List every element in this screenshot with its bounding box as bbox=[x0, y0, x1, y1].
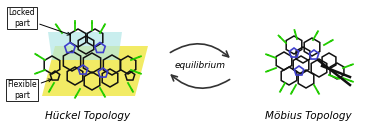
Text: Möbius Topology: Möbius Topology bbox=[265, 111, 351, 121]
Text: Hückel Topology: Hückel Topology bbox=[45, 111, 130, 121]
Text: Locked
part: Locked part bbox=[9, 8, 70, 35]
Polygon shape bbox=[48, 32, 122, 60]
Text: equilibrium: equilibrium bbox=[175, 62, 226, 70]
Text: Flexible
part: Flexible part bbox=[7, 79, 51, 100]
Polygon shape bbox=[42, 46, 148, 96]
